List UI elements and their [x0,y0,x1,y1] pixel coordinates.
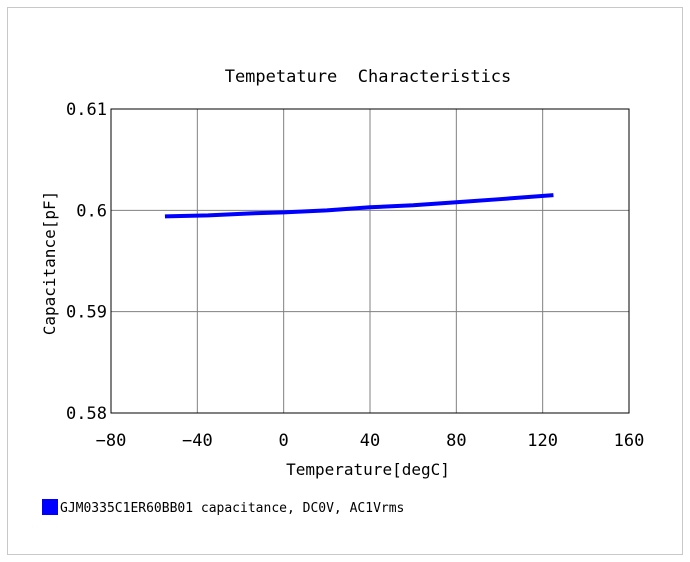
y-axis-label: Capacitance[pF] [40,191,59,336]
x-axis-label: Temperature[degC] [286,460,450,479]
plot-area-border [110,108,630,414]
x-tick-label: 160 [614,431,645,451]
x-tick-label: 120 [527,431,558,451]
x-tick-label: 0 [279,431,289,451]
chart-title: Tempetature Characteristics [225,67,512,87]
y-tick-label: 0.61 [66,100,107,120]
x-tick-label: −40 [182,431,213,451]
x-tick-label: 40 [360,431,380,451]
legend-label: GJM0335C1ER60BB01 capacitance, DC0V, AC1… [60,501,404,516]
chart-frame [7,7,683,555]
y-tick-label: 0.59 [66,303,107,323]
legend-swatch [42,499,58,515]
series-layer [164,193,554,219]
y-tick-label: 0.58 [66,404,107,424]
x-tick-label: 80 [446,431,466,451]
grid-lines [111,109,629,413]
series-line [164,193,554,219]
x-tick-label: −80 [96,431,127,451]
y-tick-label: 0.6 [76,201,107,221]
x-tick-labels: −80 −40 0 40 80 120 160 [96,431,645,451]
y-tick-labels: 0.58 0.59 0.6 0.61 [66,100,107,424]
